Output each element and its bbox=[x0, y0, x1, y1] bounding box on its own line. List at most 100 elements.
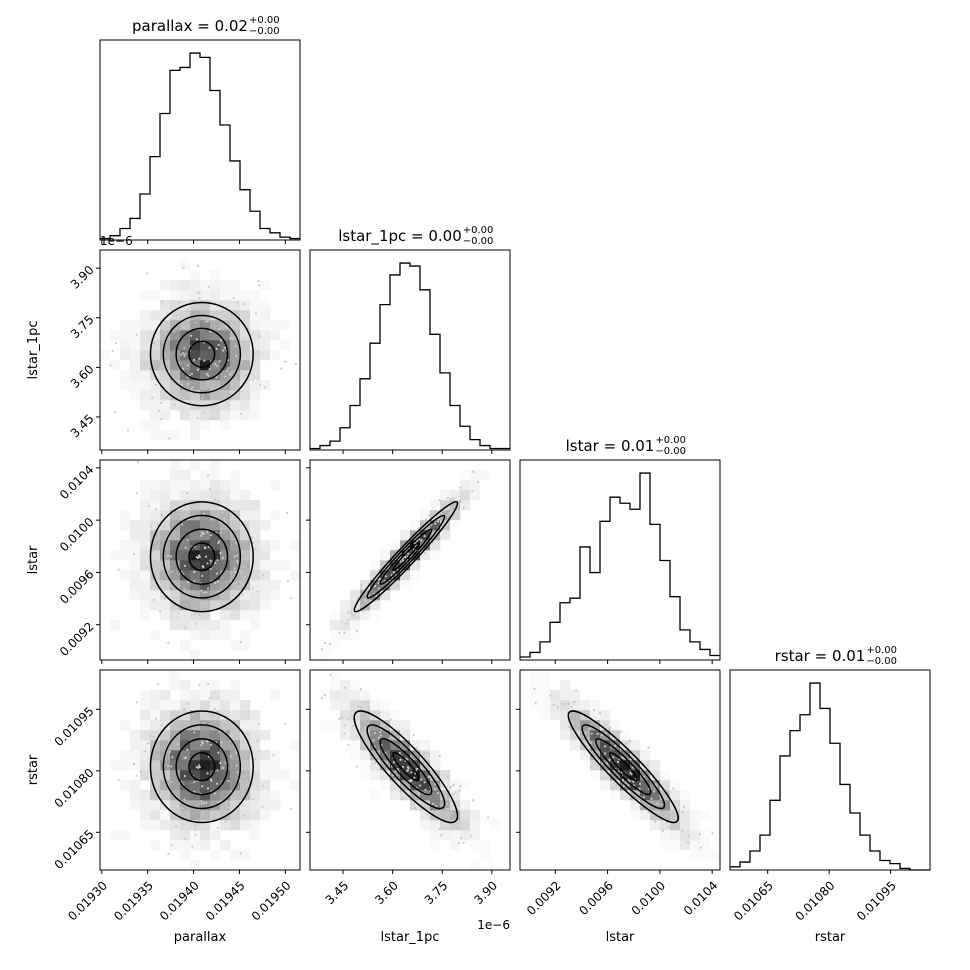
density-cell bbox=[260, 340, 271, 351]
density-cell bbox=[410, 550, 421, 561]
density-cell bbox=[330, 700, 341, 711]
sample-point bbox=[175, 825, 178, 828]
density-cell bbox=[180, 690, 191, 701]
density-cell bbox=[470, 840, 481, 851]
sample-point bbox=[202, 566, 205, 569]
sample-point bbox=[115, 342, 118, 345]
density-cell bbox=[560, 690, 571, 701]
density-cell bbox=[350, 630, 361, 641]
sample-point bbox=[241, 593, 244, 596]
density-cell bbox=[260, 380, 271, 391]
density-cell bbox=[140, 610, 151, 621]
density-cell bbox=[230, 610, 241, 621]
density-cell bbox=[230, 560, 241, 571]
contour-level-4 bbox=[149, 501, 254, 613]
density-cell bbox=[140, 370, 151, 381]
sample-point bbox=[654, 820, 657, 823]
x-axis-label: rstar bbox=[815, 930, 846, 945]
density-cell bbox=[180, 370, 191, 381]
sample-point bbox=[434, 787, 437, 791]
sample-point bbox=[615, 785, 618, 789]
density-cell bbox=[430, 820, 441, 831]
sample-point bbox=[217, 580, 220, 583]
sample-point bbox=[361, 744, 365, 747]
density-cell bbox=[440, 820, 451, 831]
density-cell bbox=[230, 750, 241, 761]
sample-point bbox=[251, 587, 254, 590]
density-cell bbox=[170, 530, 181, 541]
density-cell bbox=[180, 320, 191, 331]
density-cell bbox=[150, 700, 161, 711]
density-cell bbox=[110, 830, 121, 841]
density-cell bbox=[210, 800, 221, 811]
density-cell bbox=[610, 760, 621, 771]
sample-point bbox=[210, 387, 213, 390]
density-cell bbox=[230, 480, 241, 491]
density-cell bbox=[260, 570, 271, 581]
density-cell bbox=[220, 570, 231, 581]
density-cell bbox=[270, 790, 281, 801]
sample-point bbox=[272, 754, 275, 757]
density-cell bbox=[260, 320, 271, 331]
density-cell bbox=[430, 830, 441, 841]
sample-point bbox=[204, 320, 207, 323]
sample-point bbox=[198, 613, 201, 616]
density-cell bbox=[660, 770, 671, 781]
sample-point bbox=[436, 792, 440, 795]
density-cell bbox=[140, 320, 151, 331]
sample-point bbox=[209, 330, 212, 333]
density-cell bbox=[240, 700, 251, 711]
sample-point bbox=[219, 761, 222, 765]
density-cell bbox=[210, 270, 221, 281]
sample-point bbox=[239, 641, 242, 644]
sample-point bbox=[355, 629, 358, 632]
density-cell bbox=[230, 680, 241, 691]
sample-point bbox=[228, 373, 231, 376]
sample-point bbox=[215, 364, 218, 367]
sample-point bbox=[375, 594, 378, 598]
density-cell bbox=[170, 680, 181, 691]
density-cell bbox=[180, 790, 191, 801]
density-cell bbox=[440, 780, 451, 791]
sample-point bbox=[236, 301, 239, 304]
density-cell bbox=[160, 580, 171, 591]
sample-point bbox=[236, 561, 239, 564]
density-cell bbox=[380, 700, 391, 711]
contour-level-3 bbox=[162, 514, 242, 599]
density-cell bbox=[220, 290, 231, 301]
density-cell bbox=[340, 730, 351, 741]
sample-point bbox=[638, 787, 641, 790]
sample-point bbox=[666, 826, 669, 829]
contour-level-3 bbox=[366, 514, 446, 599]
density-cell bbox=[660, 830, 671, 841]
density-cell bbox=[670, 810, 681, 821]
sample-point bbox=[172, 330, 176, 333]
contour-level-1 bbox=[392, 542, 420, 572]
sample-point bbox=[222, 390, 225, 393]
sample-point bbox=[177, 722, 180, 725]
density-cell bbox=[220, 810, 231, 821]
sample-point bbox=[235, 751, 238, 754]
density-cell bbox=[200, 760, 211, 771]
density-cell bbox=[240, 610, 251, 621]
title-value: lstar = 0.01 bbox=[566, 437, 655, 455]
contour-level-1 bbox=[188, 542, 216, 572]
density-cell bbox=[160, 720, 171, 731]
density-cell bbox=[220, 710, 231, 721]
density-cell bbox=[120, 520, 131, 531]
density-cell bbox=[170, 710, 181, 721]
density-cell bbox=[370, 560, 381, 571]
sample-point bbox=[612, 787, 615, 790]
x-tick-label: 0.01940 bbox=[157, 878, 202, 923]
density-cell bbox=[250, 500, 261, 511]
sample-point bbox=[163, 582, 167, 585]
sample-point bbox=[160, 514, 163, 517]
sample-point bbox=[117, 778, 120, 781]
sample-point bbox=[215, 572, 219, 575]
sample-point bbox=[231, 736, 234, 739]
density-cell bbox=[200, 590, 211, 601]
density-cell bbox=[560, 720, 571, 731]
sample-point bbox=[393, 777, 397, 781]
sample-point bbox=[378, 711, 381, 715]
sample-point bbox=[373, 585, 377, 588]
